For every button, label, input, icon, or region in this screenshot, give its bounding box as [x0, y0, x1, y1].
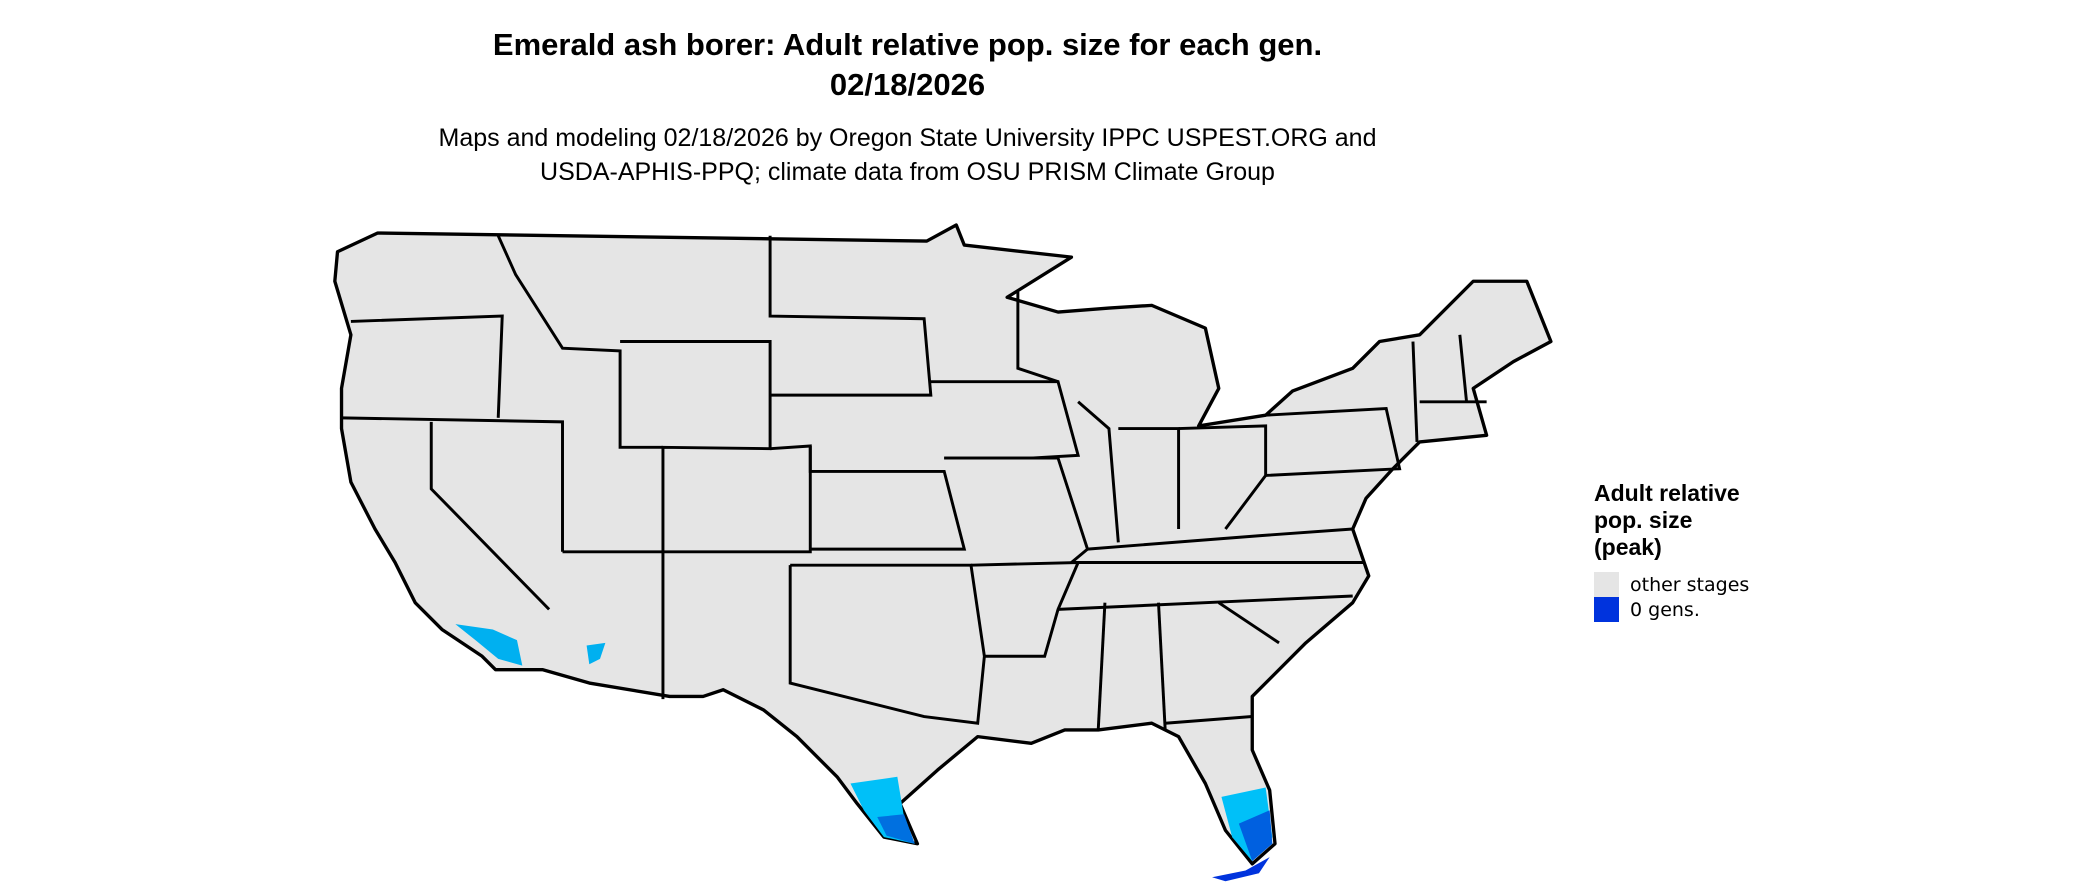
legend-label-0-gens: 0 gens.	[1630, 599, 1700, 621]
state-borders	[341, 235, 1487, 730]
pop-region-south-california	[455, 624, 523, 666]
legend-title: Adult relative pop. size (peak)	[1594, 480, 1740, 561]
legend-swatch-other-stages	[1594, 572, 1619, 597]
legend-title-line: (peak)	[1594, 534, 1662, 560]
pop-region-south-texas-core	[877, 814, 915, 844]
pop-region-arizona	[586, 642, 606, 665]
pop-region-south-florida-core	[1238, 810, 1273, 862]
legend-swatch-0-gens	[1594, 597, 1619, 622]
map-title-line2: 02/18/2026	[829, 67, 986, 102]
map-title-line1: Emerald ash borer: Adult relative pop. s…	[492, 27, 1323, 62]
legend-title-line: pop. size	[1594, 507, 1693, 533]
pop-region-florida-keys	[1212, 857, 1270, 882]
conus-land	[333, 223, 1553, 866]
subtitle-line2: USDA-APHIS-PPQ; climate data from OSU PR…	[540, 158, 1275, 186]
legend-label-other-stages: other stages	[1630, 574, 1750, 596]
subtitle-line1: Maps and modeling 02/18/2026 by Oregon S…	[438, 124, 1377, 152]
legend-title-line: Adult relative	[1594, 480, 1740, 506]
